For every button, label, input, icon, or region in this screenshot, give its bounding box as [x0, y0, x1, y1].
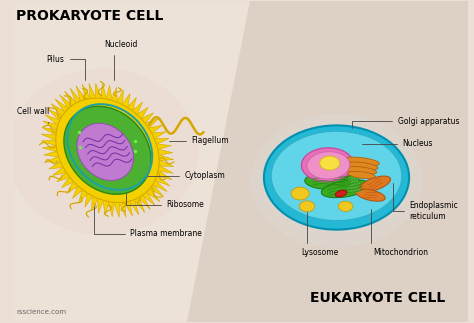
Ellipse shape [346, 167, 377, 174]
Polygon shape [41, 83, 174, 217]
Ellipse shape [264, 125, 409, 230]
Circle shape [299, 201, 315, 212]
Polygon shape [15, 1, 250, 322]
Text: Plasma membrane: Plasma membrane [94, 206, 202, 238]
Text: Lysosome: Lysosome [301, 212, 339, 257]
Circle shape [291, 187, 310, 200]
Text: PROKARYOTE CELL: PROKARYOTE CELL [16, 9, 163, 23]
Text: EUKARYOTE CELL: EUKARYOTE CELL [310, 291, 445, 305]
Ellipse shape [301, 148, 354, 182]
Ellipse shape [360, 176, 391, 192]
Ellipse shape [335, 190, 347, 197]
Text: Cell wall: Cell wall [17, 107, 49, 123]
Text: Pilus: Pilus [46, 55, 85, 80]
Polygon shape [64, 106, 151, 194]
Text: Ribosome: Ribosome [126, 183, 204, 209]
Text: Nucleus: Nucleus [362, 140, 433, 148]
Text: rsscience.com: rsscience.com [17, 309, 67, 315]
Circle shape [320, 156, 340, 170]
Circle shape [338, 201, 353, 212]
Ellipse shape [271, 131, 402, 221]
Text: Flagellum: Flagellum [169, 136, 229, 145]
Ellipse shape [305, 163, 349, 179]
Polygon shape [77, 123, 134, 181]
Ellipse shape [8, 68, 198, 235]
Text: Endoplasmic
reticulum: Endoplasmic reticulum [393, 183, 458, 221]
Polygon shape [56, 98, 159, 203]
Text: Nucleoid: Nucleoid [104, 40, 138, 80]
Text: Mitochondrion: Mitochondrion [371, 209, 428, 257]
Ellipse shape [344, 157, 379, 166]
Ellipse shape [321, 180, 370, 198]
Ellipse shape [307, 152, 350, 179]
Ellipse shape [356, 189, 385, 201]
Ellipse shape [345, 162, 378, 170]
Ellipse shape [250, 113, 423, 248]
Ellipse shape [347, 172, 375, 179]
Polygon shape [187, 1, 468, 322]
Text: Cytoplasm: Cytoplasm [137, 164, 225, 181]
Text: Golgi apparatus: Golgi apparatus [352, 117, 459, 128]
Ellipse shape [305, 172, 359, 190]
